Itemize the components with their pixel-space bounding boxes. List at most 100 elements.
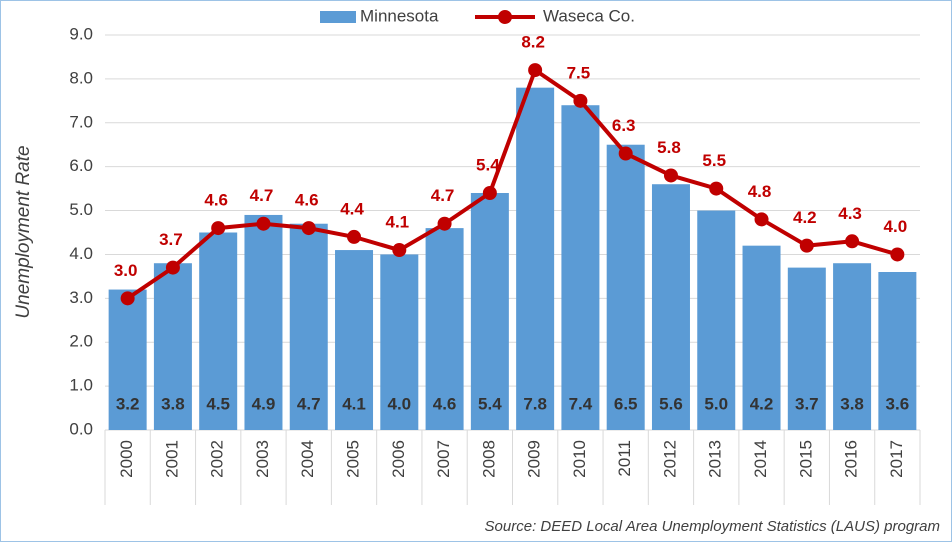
bar-value-label: 5.0 — [704, 394, 728, 413]
bar — [516, 87, 555, 431]
line-marker — [573, 93, 588, 108]
x-tick-label: 2004 — [298, 440, 317, 478]
bar-value-label: 4.0 — [387, 394, 411, 413]
y-tick-label: 4.0 — [69, 244, 93, 263]
line-value-label: 4.2 — [793, 208, 817, 227]
x-tick-label: 2009 — [525, 440, 544, 478]
line-value-label: 5.4 — [476, 155, 500, 174]
line-value-label: 3.0 — [114, 261, 138, 280]
line-marker — [890, 247, 905, 262]
line-value-label: 4.7 — [431, 186, 455, 205]
line-marker — [663, 168, 678, 183]
line-marker — [347, 229, 362, 244]
line-value-label: 6.3 — [612, 116, 636, 135]
bar-value-label: 3.6 — [886, 394, 910, 413]
x-tick-label: 2005 — [344, 440, 363, 478]
bar-value-label: 4.6 — [433, 394, 457, 413]
source-note: Source: DEED Local Area Unemployment Sta… — [485, 518, 940, 535]
x-tick-label: 2014 — [751, 440, 770, 478]
line-value-label: 7.5 — [567, 63, 591, 82]
bar-value-label: 4.5 — [206, 394, 230, 413]
bar — [470, 193, 509, 430]
bar-value-label: 4.7 — [297, 394, 321, 413]
bar-value-label: 4.1 — [342, 394, 366, 413]
y-axis-title: Unemployment Rate — [13, 145, 34, 318]
bar-value-label: 3.8 — [161, 394, 185, 413]
line-value-label: 4.1 — [385, 213, 409, 232]
x-tick-label: 2016 — [842, 440, 861, 478]
y-tick-label: 6.0 — [69, 156, 93, 175]
x-tick-label: 2013 — [706, 440, 725, 478]
x-tick-label: 2000 — [117, 440, 136, 478]
bar — [335, 250, 374, 430]
x-tick-label: 2003 — [253, 440, 272, 478]
x-tick-label: 2017 — [887, 440, 906, 478]
bar — [153, 263, 192, 430]
legend-marker — [498, 10, 512, 24]
line-marker — [211, 221, 226, 236]
line-marker — [482, 186, 497, 200]
line-value-label: 5.8 — [657, 138, 681, 157]
line-marker — [120, 291, 135, 306]
bar — [244, 214, 283, 430]
bar — [108, 289, 147, 430]
bar-value-label: 7.4 — [569, 394, 593, 413]
line-value-label: 8.2 — [521, 33, 545, 52]
line-marker — [754, 212, 769, 227]
bar-value-label: 6.5 — [614, 394, 638, 413]
bar — [199, 232, 238, 430]
line-value-label: 4.8 — [748, 182, 772, 201]
bar — [787, 267, 826, 430]
bar — [742, 245, 781, 430]
line-value-label: 3.7 — [159, 230, 183, 249]
line-marker — [799, 238, 814, 253]
bar-value-label: 4.9 — [252, 394, 276, 413]
y-tick-label: 7.0 — [69, 112, 93, 131]
y-tick-label: 3.0 — [69, 288, 93, 307]
bar-value-label: 3.8 — [840, 394, 864, 413]
line-value-label: 4.6 — [204, 191, 228, 210]
x-tick-label: 2010 — [570, 440, 589, 478]
x-tick-label: 2012 — [660, 440, 679, 478]
bar-value-label: 3.7 — [795, 394, 819, 413]
bar — [697, 210, 736, 430]
line-marker — [845, 234, 860, 249]
x-tick-label: 2006 — [389, 440, 408, 478]
line-marker — [165, 260, 180, 275]
y-tick-label: 9.0 — [69, 24, 93, 43]
bar — [651, 184, 690, 430]
bar — [561, 105, 600, 430]
line-marker — [256, 216, 271, 231]
bar-value-label: 5.4 — [478, 394, 502, 413]
line-value-label: 5.5 — [702, 151, 726, 170]
line-value-label: 4.4 — [340, 199, 364, 218]
legend-swatch — [320, 11, 356, 23]
bar — [833, 263, 872, 430]
line-marker — [528, 63, 543, 78]
bar — [425, 228, 464, 430]
line-value-label: 4.6 — [295, 191, 319, 210]
line-marker — [437, 216, 452, 231]
line-value-label: 4.7 — [250, 186, 274, 205]
line-value-label: 4.0 — [884, 217, 908, 236]
bar — [289, 223, 328, 430]
y-tick-label: 0.0 — [69, 419, 93, 438]
bar — [606, 144, 645, 430]
bar-value-label: 7.8 — [523, 394, 547, 413]
line-value-label: 4.3 — [838, 204, 862, 223]
bar — [878, 272, 917, 430]
x-tick-label: 2015 — [796, 440, 815, 478]
bar — [380, 254, 419, 430]
x-tick-label: 2011 — [615, 440, 634, 477]
y-tick-label: 8.0 — [69, 68, 93, 87]
line-marker — [618, 146, 633, 161]
y-tick-label: 1.0 — [69, 376, 93, 395]
y-tick-label: 5.0 — [69, 200, 93, 219]
bar-value-label: 5.6 — [659, 394, 683, 413]
bar-value-label: 4.2 — [750, 394, 774, 413]
line — [126, 67, 898, 300]
legend-label: Waseca Co. — [543, 6, 635, 25]
bar-value-label: 3.2 — [116, 394, 140, 413]
x-tick-label: 2007 — [434, 440, 453, 478]
